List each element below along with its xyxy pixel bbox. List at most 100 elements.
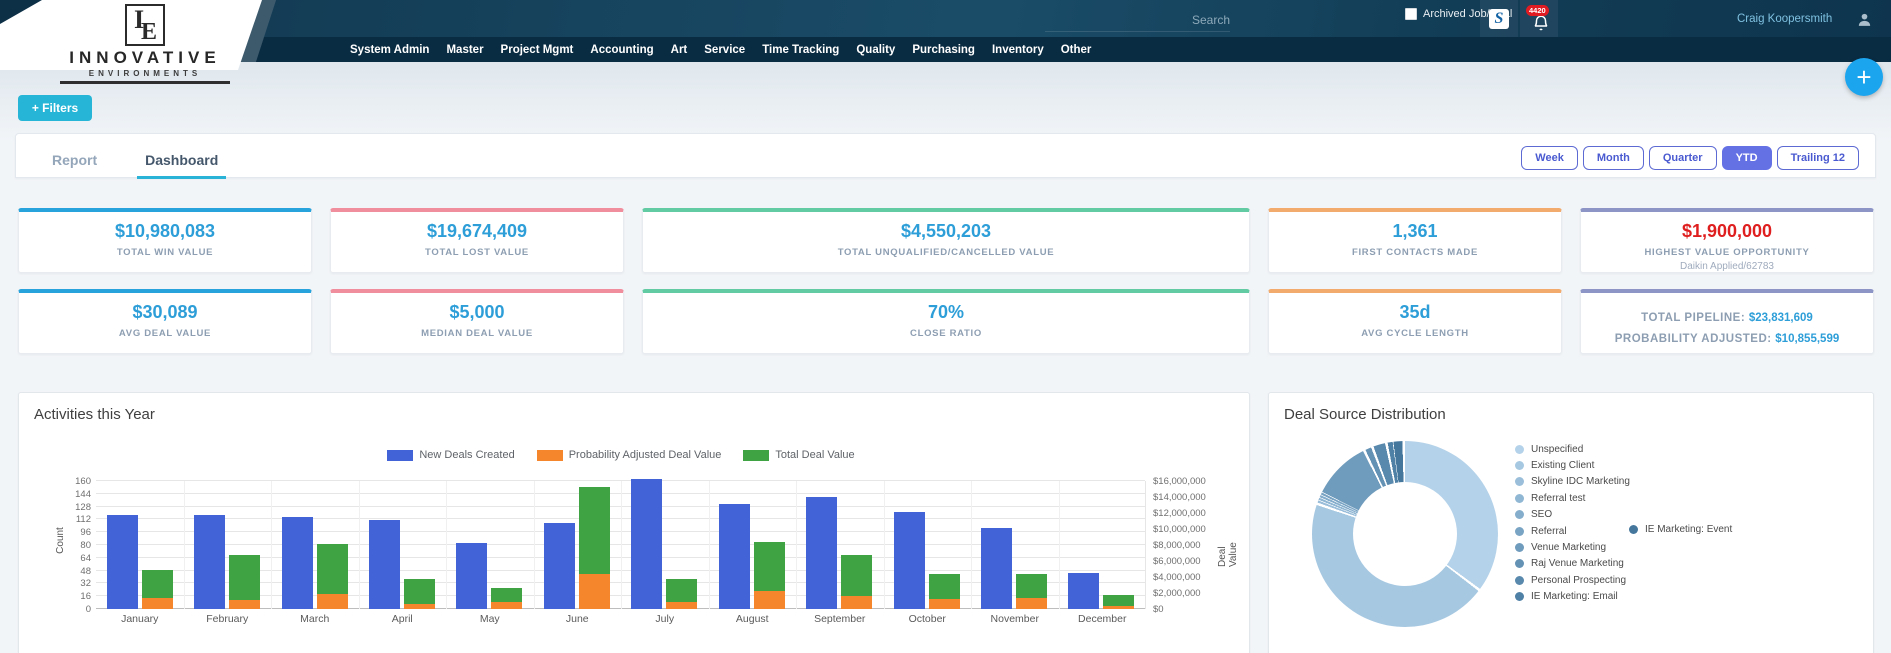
archived-checkbox[interactable] — [1405, 8, 1417, 20]
bar-deal-value-stack — [666, 579, 698, 609]
menu-item-quality[interactable]: Quality — [856, 44, 896, 56]
right-axis-tick: $4,000,000 — [1153, 572, 1201, 583]
kpi-label: FIRST CONTACTS MADE — [1351, 247, 1479, 258]
user-avatar-icon[interactable] — [1856, 11, 1873, 28]
month-separator — [358, 481, 360, 609]
pie-legend-label: Raj Venue Marketing — [1531, 558, 1624, 570]
user-menu[interactable]: Craig Koopersmith — [1737, 13, 1833, 25]
pie-legend-label: IE Marketing: Email — [1531, 591, 1618, 603]
bar-new-deals — [106, 514, 138, 609]
search-input[interactable] — [1045, 8, 1230, 32]
notifications-button[interactable]: 4420 — [1526, 5, 1558, 35]
month-separator — [971, 481, 972, 609]
company-logo[interactable]: I E INNOVATIVE ENVIRONMENTS — [60, 2, 230, 84]
pie-legend-item-ie-marketing-event: IE Marketing: Event — [1629, 521, 1732, 537]
menu-item-inventory[interactable]: Inventory — [991, 44, 1044, 56]
bar-prob-adjusted-value — [141, 597, 173, 609]
range-button-month[interactable]: Month — [1582, 146, 1644, 170]
right-axis-tick: $10,000,000 — [1153, 524, 1206, 535]
pie-legend-item-unspecified: Unspecified — [1515, 441, 1630, 457]
kpi-label: CLOSE RATIO — [910, 328, 982, 339]
kpi-value: $4,550,203 — [900, 221, 992, 241]
pie-legend-item-venue-marketing: Venue Marketing — [1515, 539, 1630, 555]
kpi-card-3: $4,550,203 TOTAL UNQUALIFIED/CANCELLED VA… — [642, 208, 1250, 273]
pie-legend-item-personal-prospecting: Personal Prospecting — [1515, 572, 1630, 588]
pie-legend-label: Unspecified — [1531, 443, 1584, 455]
pie-legend-item-skyline-idc-marketing: Skyline IDC Marketing — [1515, 474, 1630, 490]
filters-button[interactable]: + Filters — [18, 95, 92, 121]
deal-source-panel: Deal Source Distribution Unspecified Exis… — [1268, 392, 1874, 653]
menu-item-project-mgmt[interactable]: Project Mgmt — [500, 44, 574, 56]
kpi-label: MEDIAN DEAL VALUE — [421, 328, 533, 339]
right-axis-tick: $12,000,000 — [1153, 508, 1206, 519]
menu-item-other[interactable]: Other — [1060, 44, 1092, 56]
bar-deal-value-stack — [753, 541, 785, 609]
right-axis-tick: $16,000,000 — [1153, 476, 1206, 487]
gridline — [96, 518, 1145, 520]
kpi-card-9: 35d AVG CYCLE LENGTH — [1268, 289, 1562, 354]
tab-report[interactable]: Report — [52, 152, 98, 168]
kpi-label: AVG CYCLE LENGTH — [1361, 328, 1469, 339]
month-separator — [271, 481, 272, 609]
bar-new-deals — [368, 520, 400, 609]
left-axis-tick: 16 — [80, 591, 91, 603]
bar-deal-value-stack — [1103, 594, 1135, 609]
menu-item-system-admin[interactable]: System Admin — [350, 44, 430, 56]
kpi-sublabel: Daikin Applied/62783 — [1680, 261, 1774, 272]
kpi-line-label: TOTAL PIPELINE: — [1641, 312, 1749, 324]
range-button-trailing-12[interactable]: Trailing 12 — [1776, 146, 1859, 170]
bar-prob-adjusted-value — [666, 601, 698, 609]
bar-new-deals — [194, 514, 226, 609]
bell-icon — [1534, 15, 1548, 31]
kpi-card-8: 70% CLOSE RATIO — [642, 289, 1250, 354]
menu-item-time-tracking[interactable]: Time Tracking — [762, 44, 840, 56]
bar-deal-value-stack — [403, 578, 435, 609]
month-label-april: April — [391, 613, 413, 625]
bar-total-deal-value — [666, 579, 698, 602]
range-button-quarter[interactable]: Quarter — [1648, 146, 1717, 170]
bar-new-deals — [543, 522, 575, 609]
range-button-week[interactable]: Week — [1521, 146, 1578, 170]
bar-group-march — [271, 481, 358, 609]
tab-bar: Report Dashboard Week Month Quarter YTD Trail… — [15, 133, 1876, 179]
menu-item-master[interactable]: Master — [446, 44, 484, 56]
pie-legend-label: Skyline IDC Marketing — [1531, 476, 1630, 488]
bar-total-deal-value — [316, 544, 348, 594]
left-axis-tick: 64 — [80, 552, 91, 564]
menu-item-accounting[interactable]: Accounting — [590, 44, 654, 56]
month-label-june: June — [565, 613, 589, 625]
notification-badge: 4420 — [1526, 5, 1549, 16]
tab-dashboard[interactable]: Dashboard — [137, 146, 227, 179]
kpi-value: $5,000 — [449, 302, 505, 322]
right-axis-tick: $6,000,000 — [1153, 556, 1201, 567]
bar-new-deals — [893, 512, 925, 609]
bar-deal-value-stack — [491, 588, 523, 609]
menu-item-purchasing[interactable]: Purchasing — [912, 44, 975, 56]
content-background-band — [0, 62, 1891, 142]
bar-groups — [96, 478, 1145, 609]
bar-prob-adjusted-value — [403, 604, 435, 609]
kpi-line: TOTAL PIPELINE: $23,831,609 — [1581, 308, 1873, 329]
corner-notch — [0, 0, 42, 24]
left-axis-tick: 32 — [80, 578, 91, 590]
tabs: Report Dashboard — [44, 146, 227, 179]
logo-monogram: I E — [125, 4, 165, 46]
bar-deal-value-stack — [141, 569, 173, 609]
pie-legend-dot — [1515, 444, 1524, 454]
erp-app-icon[interactable]: S — [1489, 9, 1509, 29]
gridline — [96, 569, 1145, 571]
gridline — [96, 505, 1145, 507]
left-axis-tick: 128 — [75, 501, 91, 513]
menu-item-service[interactable]: Service — [704, 44, 746, 56]
pie-legend-label: Venue Marketing — [1531, 542, 1607, 554]
deal-source-donut — [1312, 441, 1498, 627]
bar-prob-adjusted-value — [1015, 597, 1047, 609]
add-button[interactable]: + — [1845, 58, 1883, 96]
menu-item-art[interactable]: Art — [670, 44, 688, 56]
pie-legend-item-referral-test: Referral test — [1515, 490, 1630, 506]
logo-underline — [60, 81, 230, 84]
kpi-line-value: $23,831,609 — [1748, 312, 1813, 324]
range-button-ytd[interactable]: YTD — [1721, 146, 1772, 170]
bar-total-deal-value — [141, 569, 173, 598]
right-axis-tick: $14,000,000 — [1153, 492, 1206, 503]
